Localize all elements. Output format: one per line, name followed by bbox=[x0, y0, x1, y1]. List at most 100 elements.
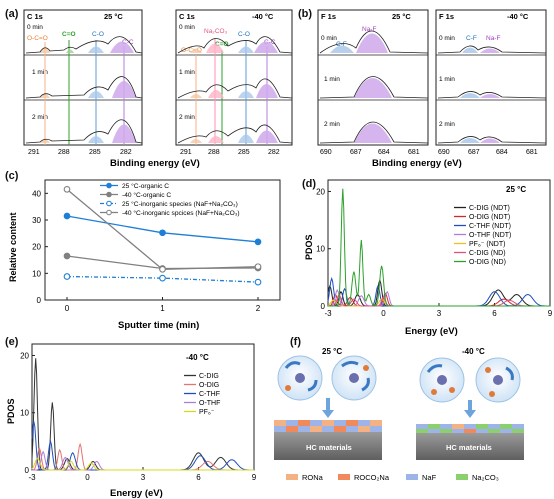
legend-swatch-roco2na bbox=[338, 474, 350, 480]
panel-e-ylabel: PDOS bbox=[6, 398, 16, 424]
c-legend-marker bbox=[106, 182, 112, 189]
pdos-xtick-label: 6 bbox=[492, 309, 497, 318]
panel-label-e: (e) bbox=[5, 336, 19, 348]
panel-d-xlabel: Energy (eV) bbox=[405, 326, 458, 337]
panel-a-right-plot: C 1s -40 °C 0 min 1 min 2 min O-C=O Na₂C… bbox=[175, 9, 293, 156]
panel-b-right-temp: -40 °C bbox=[507, 12, 529, 21]
c-ytick-label: 10 bbox=[32, 269, 41, 278]
c-data-point bbox=[254, 238, 262, 246]
solvation-shell-right-2 bbox=[475, 357, 521, 403]
c-xtick-label: 0 bbox=[65, 304, 70, 313]
panel-a-left-temp: 25 °C bbox=[104, 12, 123, 21]
peak-b-cf: C-F bbox=[336, 41, 347, 48]
peak-label-c-c: C-C bbox=[122, 39, 134, 46]
hc-substrate-left bbox=[274, 432, 382, 460]
panel-f-left-temp: 25 °C bbox=[322, 347, 342, 356]
c-data-point bbox=[254, 278, 262, 286]
hc-substrate-right bbox=[416, 433, 524, 460]
pdos-ytick-label: 20 bbox=[316, 187, 325, 196]
peak-label-r-c-double-o: C=O bbox=[215, 41, 229, 48]
sei-layer-right bbox=[416, 424, 524, 433]
solvation-shell-left-1 bbox=[277, 355, 323, 401]
tick-b-r-0: 690 bbox=[438, 149, 450, 156]
panel-e-temp: -40 °C bbox=[186, 353, 209, 362]
tick-a-l-2: 285 bbox=[89, 149, 101, 156]
legend-rona: RONa bbox=[302, 473, 324, 482]
panel-c-ylabel: Relative content bbox=[8, 212, 18, 282]
panel-f-schematic: 25 °C HC materials -40 °C bbox=[274, 347, 524, 482]
c-legend-marker bbox=[106, 209, 112, 216]
pdos-xtick-label: 9 bbox=[548, 309, 553, 318]
c-data-point bbox=[63, 252, 71, 260]
pdos-curve bbox=[328, 188, 550, 307]
pdos-ytick-label: 10 bbox=[20, 409, 29, 418]
tick-b-r-3: 681 bbox=[526, 149, 538, 156]
tick-b-l-0: 690 bbox=[320, 149, 332, 156]
pdos-curve bbox=[31, 457, 254, 471]
c-legend-label: 25 °C-inorganic species (NaF+Na₂CO₃) bbox=[122, 200, 238, 208]
panel-b-left-temp: 25 °C bbox=[392, 12, 411, 21]
tick-a-l-0: 291 bbox=[28, 149, 40, 156]
legend-swatch-na2co3 bbox=[456, 474, 468, 480]
pdos-legend-label: C-DIG (NDT) bbox=[469, 205, 510, 212]
panel-c-chart: 0 10 20 30 40 0 1 2 25 °C-organic C-40 °C-orga… bbox=[8, 179, 281, 331]
solvation-shell-right-1 bbox=[419, 357, 465, 403]
peak-label-r-na2co3: Na₂CO₃ bbox=[204, 28, 228, 35]
panel-a-left-element: C 1s bbox=[27, 12, 43, 21]
panel-label-f: (f) bbox=[290, 336, 301, 348]
panel-a-left-plot: C 1s 25 °C 0 min 1 min 2 min O-C=O C=O C… bbox=[23, 9, 143, 156]
c-legend-label: -40 °C-inorganic spcices (NaF+Na₂CO₃) bbox=[122, 209, 240, 217]
panel-d-ylabel: PDOS bbox=[304, 234, 314, 260]
panel-label-d: (d) bbox=[302, 178, 317, 190]
tick-a-r-0: 291 bbox=[180, 149, 192, 156]
pdos-legend-label: PF₆⁻ (NDT) bbox=[469, 241, 505, 248]
pdos-legend-label: C-DIG (ND) bbox=[469, 250, 506, 257]
legend-naf: NaF bbox=[422, 473, 437, 482]
b-r-row-1: 1 min bbox=[439, 76, 455, 83]
solvation-shell-left-2 bbox=[331, 355, 377, 401]
c-ytick-label: 40 bbox=[32, 189, 41, 198]
pdos-legend-label: O-THF bbox=[199, 400, 220, 407]
panel-label-c: (c) bbox=[5, 170, 19, 182]
c-data-point bbox=[159, 274, 166, 282]
pdos-ytick-label: 20 bbox=[20, 351, 29, 360]
c-xtick-label: 1 bbox=[160, 304, 165, 313]
pdos-legend-label: C-THF (NDT) bbox=[469, 223, 511, 230]
peak-label-c-o: C-O bbox=[92, 31, 104, 38]
peak-label-r-ocoo: O-C=O bbox=[181, 47, 202, 54]
tick-b-r-2: 684 bbox=[496, 149, 508, 156]
panel-b-left-element: F 1s bbox=[321, 12, 336, 21]
c-data-point bbox=[159, 265, 166, 273]
panel-a-right-temp: -40 °C bbox=[252, 12, 274, 21]
c-ytick-label: 0 bbox=[37, 296, 42, 305]
tick-b-l-1: 687 bbox=[350, 149, 362, 156]
b-r-row-0: 0 min bbox=[439, 35, 455, 42]
peak-b-r-cf: C-F bbox=[466, 35, 477, 42]
panel-b-right-plot: F 1s -40 °C 0 min 1 min 2 min C-F Na-F 6… bbox=[435, 9, 547, 156]
c-data-point bbox=[254, 263, 262, 271]
panel-e-xlabel: Energy (eV) bbox=[110, 488, 163, 499]
tick-a-l-1: 288 bbox=[58, 149, 70, 156]
c-data-point bbox=[63, 273, 71, 280]
pdos-legend-label: O-DIG (ND) bbox=[469, 259, 506, 266]
panel-c-xlabel: Sputter time (min) bbox=[118, 320, 199, 331]
tick-b-l-3: 681 bbox=[408, 149, 420, 156]
pdos-curve bbox=[327, 278, 550, 307]
panel-f-legend: RONa ROCO₂Na NaF Na₂CO₃ bbox=[286, 473, 499, 482]
row-label-0min: 0 min bbox=[27, 24, 43, 31]
pdos-xtick-label: 0 bbox=[85, 473, 90, 482]
pdos-legend-label: O-DIG bbox=[199, 382, 219, 389]
c-legend-label: 25 °C-organic C bbox=[122, 182, 169, 190]
pdos-xtick-label: -3 bbox=[28, 473, 36, 482]
b-row-1: 1 min bbox=[324, 76, 340, 83]
c-series-line bbox=[66, 215, 259, 243]
c-data-point bbox=[159, 229, 166, 237]
peak-label-ocoo: O-C=O bbox=[27, 35, 48, 42]
row-label-right-0min: 0 min bbox=[179, 24, 195, 31]
sei-layer-left bbox=[274, 420, 382, 432]
pdos-legend-label: C-DIG bbox=[199, 373, 219, 380]
c-legend-label: -40 °C-organic C bbox=[122, 191, 171, 199]
panel-d-temp: 25 °C bbox=[506, 185, 526, 194]
